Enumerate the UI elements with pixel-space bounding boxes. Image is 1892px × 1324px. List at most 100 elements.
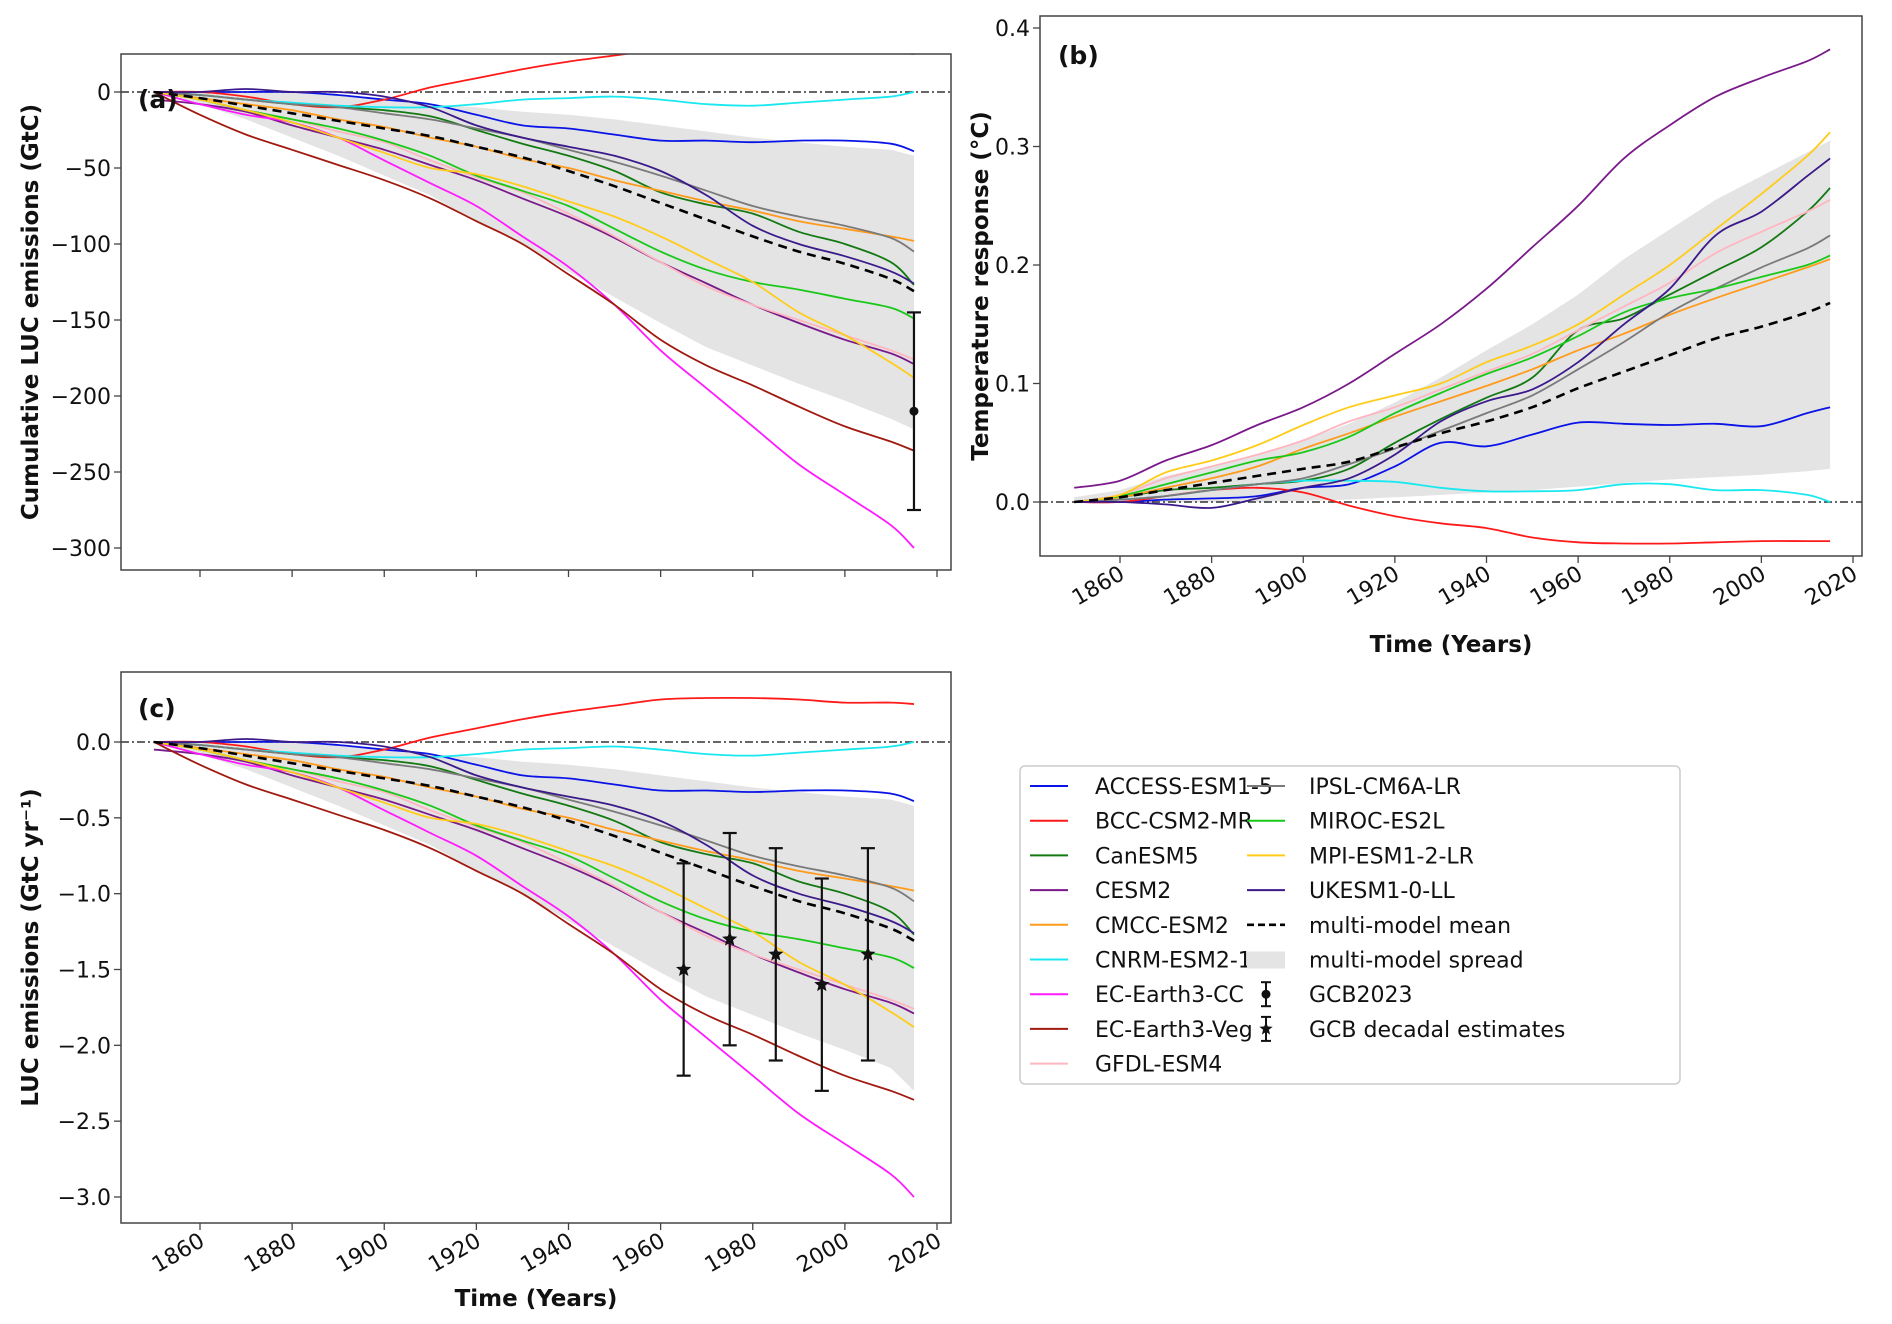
x-tick-label: 1940: [1435, 562, 1496, 612]
plot-frame: [120, 671, 952, 1224]
series-cesm2: [1074, 48, 1831, 489]
y-axis-label: Temperature response (°C): [968, 111, 994, 460]
x-axis-label: Time (Years): [455, 1286, 618, 1312]
legend-label: multi-model mean: [1309, 914, 1511, 939]
y-tick-label: 0.0: [76, 731, 111, 756]
series-multi-model-mean: [153, 90, 915, 293]
legend-label: ACCESS-ESM1-5: [1095, 775, 1273, 800]
y-tick-label: −2.0: [58, 1034, 111, 1059]
gcb-decadal-errorbar: [814, 877, 830, 1092]
x-tick-label: 1880: [240, 1229, 301, 1279]
x-tick-label: 1980: [1618, 562, 1679, 612]
series-access-esm1-5: [1074, 406, 1831, 504]
legend-item-gcb2023: GCB2023: [1261, 981, 1413, 1008]
series-cesm2: [153, 98, 915, 365]
x-tick-label: 2020: [885, 1229, 946, 1279]
y-tick-label: −1.5: [58, 959, 111, 984]
series-ipsl-cm6a-lr: [1074, 234, 1831, 503]
y-tick-label: −150: [51, 309, 111, 334]
y-tick-label: −3.0: [58, 1186, 111, 1211]
x-tick-label: 1860: [1068, 562, 1129, 612]
y-tick-label: 0.2: [995, 254, 1030, 279]
x-tick-label: 2000: [793, 1229, 854, 1279]
legend-item-cmcc-esm2: CMCC-ESM2: [1030, 914, 1229, 939]
series-ec-earth3-veg: [153, 91, 915, 452]
panel-a-cumulative-luc: 0 −50 −100 −150 −200 −250 −300 Cumulative LUC e…: [18, 53, 952, 577]
y-tick-label: 0.1: [995, 373, 1030, 398]
legend-label: MIROC-ES2L: [1309, 810, 1445, 835]
legend-label: CNRM-ESM2-1: [1095, 949, 1252, 974]
legend-item-canesm5: CanESM5: [1030, 844, 1199, 869]
panel-label: (c): [138, 694, 176, 723]
legend-label: CESM2: [1095, 879, 1171, 904]
legend-item-gcb-decadal-estimates: GCB decadal estimates: [1259, 1015, 1565, 1043]
y-tick-label: −50: [65, 157, 111, 182]
y-tick-label: 0.4: [995, 17, 1030, 42]
series-ukesm1-0-ll: [153, 88, 915, 285]
legend-dot-marker: [1261, 989, 1271, 999]
series-cnrm-esm2-1: [153, 741, 915, 759]
legend-item-ukesm1-0-ll: UKESM1-0-LL: [1247, 879, 1456, 904]
y-tick-label: 0.3: [995, 136, 1030, 161]
y-tick-label: −250: [51, 461, 111, 486]
y-tick-label: 0: [97, 81, 111, 106]
series-cnrm-esm2-1: [153, 91, 915, 109]
panel-b-temperature-response: 0.0 0.1 0.2 0.3 0.4 1860 1880 1900 1920 1940 1960 1…: [968, 15, 1863, 658]
star-marker: [722, 931, 738, 946]
series-canesm5: [1074, 187, 1831, 503]
legend-item-ec-earth3-cc: EC-Earth3-CC: [1030, 983, 1244, 1008]
legend-label: MPI-ESM1-2-LR: [1309, 844, 1474, 869]
plot-area: [1040, 48, 1862, 545]
legend-label: UKESM1-0-LL: [1309, 879, 1456, 904]
plot-frame: [1039, 15, 1863, 557]
plot-area: [121, 696, 951, 1198]
legend-item-ec-earth3-veg: EC-Earth3-Veg: [1030, 1018, 1253, 1043]
y-tick-label: 0.0: [995, 491, 1030, 516]
y-axis-label: LUC emissions (GtC yr⁻¹): [18, 788, 44, 1106]
multi-model-spread: [153, 92, 914, 430]
plot-frame: [120, 53, 952, 571]
y-tick-label: −200: [51, 385, 111, 410]
star-marker: [814, 976, 830, 992]
series-mpi-esm1-2-lr: [153, 741, 915, 1028]
legend-label: CMCC-ESM2: [1095, 914, 1229, 939]
y-tick-label: −0.5: [58, 807, 111, 832]
series-miroc-es2l: [153, 91, 915, 320]
plot-area: [121, 54, 951, 549]
series-gfdl-esm4: [1074, 199, 1831, 503]
legend-label: BCC-CSM2-MR: [1095, 810, 1253, 835]
legend-star-marker: [1259, 1021, 1273, 1035]
x-tick-label: 1920: [424, 1229, 485, 1279]
y-tick-label: −2.5: [58, 1110, 111, 1135]
x-tick-label: 1920: [1343, 562, 1404, 612]
legend-frame: [1019, 765, 1681, 1085]
panel-label: (b): [1058, 41, 1099, 70]
x-tick-label: 2020: [1801, 562, 1862, 612]
y-tick-label: −100: [51, 233, 111, 258]
series-multi-model-mean: [153, 740, 915, 942]
gcb-decadal-errorbar: [768, 847, 784, 1062]
series-ukesm1-0-ll: [1074, 157, 1831, 509]
legend-label: GCB2023: [1309, 983, 1413, 1008]
series-ec-earth3-veg: [153, 741, 915, 1101]
legend-item-access-esm1-5: ACCESS-ESM1-5: [1030, 775, 1273, 800]
series-ipsl-cm6a-lr: [153, 91, 915, 253]
legend-label: GFDL-ESM4: [1095, 1053, 1222, 1078]
legend-label: multi-model spread: [1309, 949, 1524, 974]
series-cesm2: [153, 748, 915, 1015]
gcb-decadal-errorbar: [722, 831, 738, 1047]
multi-model-spread: [1074, 140, 1831, 502]
star-marker: [676, 961, 692, 976]
gcb-decadal-errorbar: [676, 862, 692, 1077]
x-tick-label: 1960: [609, 1229, 670, 1279]
legend-item-multi-model-mean: multi-model mean: [1247, 914, 1511, 939]
star-marker: [860, 946, 876, 961]
legend-label: EC-Earth3-CC: [1095, 983, 1244, 1008]
legend-label: CanESM5: [1095, 844, 1199, 869]
legend-item-multi-model-spread: multi-model spread: [1247, 949, 1524, 974]
legend-label: IPSL-CM6A-LR: [1309, 775, 1461, 800]
panel-label: (a): [138, 85, 178, 114]
x-tick-label: 1960: [1526, 562, 1587, 612]
series-miroc-es2l: [153, 741, 915, 969]
legend-item-ipsl-cm6a-lr: IPSL-CM6A-LR: [1247, 775, 1461, 800]
